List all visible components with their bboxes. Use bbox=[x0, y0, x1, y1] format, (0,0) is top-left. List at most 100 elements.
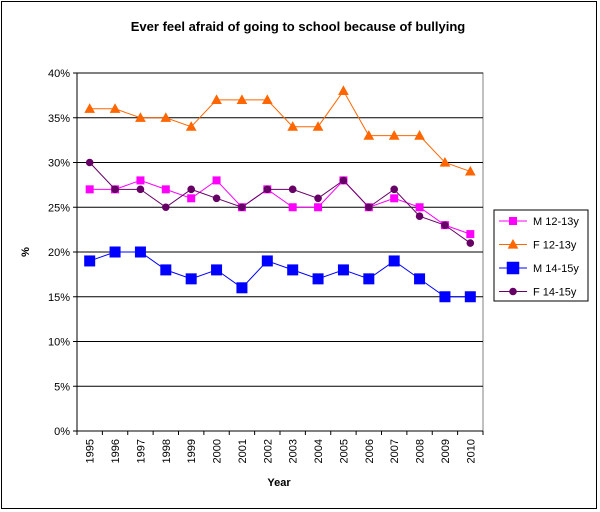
data-point bbox=[111, 185, 119, 194]
data-point bbox=[314, 203, 323, 212]
x-tick-label: 2005 bbox=[338, 439, 350, 463]
data-point bbox=[414, 273, 426, 285]
legend-marker bbox=[509, 287, 517, 296]
x-tick-label: 2008 bbox=[415, 439, 427, 463]
series-f-14-15y bbox=[85, 158, 475, 247]
data-point bbox=[187, 185, 195, 194]
series-line bbox=[89, 89, 471, 172]
data-point bbox=[263, 185, 272, 194]
data-point bbox=[288, 203, 297, 212]
data-point bbox=[464, 291, 476, 303]
data-point bbox=[161, 185, 170, 194]
data-point bbox=[162, 203, 170, 212]
data-point bbox=[363, 273, 375, 285]
data-point bbox=[288, 185, 297, 194]
data-point bbox=[390, 185, 398, 194]
data-point bbox=[287, 121, 299, 131]
data-point bbox=[136, 185, 145, 194]
legend-label: F 14-15y bbox=[533, 287, 577, 299]
legend-marker bbox=[506, 261, 520, 275]
y-tick-label: 0% bbox=[54, 426, 70, 438]
data-point bbox=[439, 291, 451, 303]
legend-marker bbox=[507, 238, 519, 249]
y-tick-label: 10% bbox=[48, 337, 70, 349]
x-tick-label: 2010 bbox=[465, 439, 477, 463]
x-tick-label: 2004 bbox=[313, 439, 325, 463]
data-point bbox=[466, 239, 475, 247]
y-tick-label: 15% bbox=[48, 292, 70, 304]
data-point bbox=[287, 264, 299, 276]
data-point bbox=[261, 255, 273, 267]
data-point bbox=[464, 165, 476, 176]
y-tick-label: 30% bbox=[48, 158, 70, 170]
y-tick-label: 35% bbox=[48, 113, 70, 125]
data-point bbox=[136, 176, 145, 185]
x-tick-label: 1997 bbox=[135, 439, 147, 463]
data-point bbox=[261, 94, 273, 104]
series-line bbox=[89, 162, 471, 244]
data-point bbox=[236, 94, 248, 104]
data-point bbox=[365, 203, 373, 212]
series-group bbox=[84, 85, 476, 303]
data-point bbox=[238, 203, 246, 212]
legend: M 12-13y F 12-13y M 14-15y F 14-15y bbox=[493, 209, 589, 302]
data-point bbox=[363, 130, 375, 140]
data-point bbox=[185, 273, 197, 285]
x-tick-label: 2000 bbox=[212, 439, 224, 463]
data-point bbox=[85, 185, 94, 194]
data-point bbox=[85, 158, 94, 167]
data-point bbox=[415, 212, 424, 220]
data-point bbox=[212, 194, 221, 203]
y-tick-label: 25% bbox=[48, 202, 70, 214]
y-tick-label: 40% bbox=[48, 68, 70, 80]
x-tick-label: 1995 bbox=[85, 439, 97, 463]
x-axis-label: Year bbox=[267, 477, 291, 489]
data-point bbox=[160, 112, 172, 122]
y-tick-label: 5% bbox=[54, 381, 70, 393]
data-point bbox=[339, 176, 348, 185]
data-point bbox=[84, 103, 96, 113]
data-point bbox=[415, 203, 424, 212]
x-tick-label: 1999 bbox=[186, 439, 198, 463]
data-point bbox=[187, 194, 196, 203]
x-tick-label: 2003 bbox=[288, 439, 300, 463]
legend-marker bbox=[509, 217, 517, 225]
data-point bbox=[388, 255, 400, 267]
legend-box bbox=[493, 209, 589, 302]
series-f-12-13y bbox=[84, 85, 476, 176]
legend-item: F 14-15y bbox=[499, 287, 577, 299]
legend-label: M 12-13y bbox=[533, 216, 579, 228]
data-point bbox=[236, 282, 248, 294]
legend-item: M 14-15y bbox=[499, 261, 579, 275]
x-tick-label: 1996 bbox=[110, 439, 122, 463]
x-tick-label: 2009 bbox=[440, 439, 452, 463]
data-point bbox=[109, 103, 121, 113]
data-point bbox=[390, 194, 399, 203]
data-point bbox=[109, 246, 121, 258]
data-point bbox=[337, 264, 349, 276]
data-point bbox=[312, 121, 324, 131]
series-m-14-15y bbox=[84, 246, 476, 303]
x-tick-label: 1998 bbox=[161, 439, 173, 463]
data-point bbox=[388, 130, 400, 140]
data-point bbox=[212, 176, 221, 185]
data-point bbox=[185, 121, 197, 131]
data-point bbox=[211, 94, 222, 104]
x-tick-label: 2006 bbox=[364, 439, 376, 463]
data-point bbox=[439, 156, 451, 167]
x-tick-label: 2001 bbox=[237, 439, 249, 463]
data-point bbox=[312, 273, 324, 285]
legend-item: M 12-13y bbox=[499, 216, 579, 228]
data-point bbox=[466, 230, 475, 239]
legend-item: F 12-13y bbox=[499, 238, 577, 252]
chart-title: Ever feel afraid of going to school beca… bbox=[131, 19, 465, 34]
axes: 0% 5% 10% 15% 20% 25% 30% 35% 40% 1995 1996 1997 199… bbox=[48, 68, 484, 463]
data-point bbox=[414, 130, 425, 140]
x-tick-label: 2007 bbox=[389, 439, 401, 463]
series-line bbox=[89, 251, 471, 298]
data-point bbox=[134, 246, 146, 258]
data-point bbox=[160, 264, 172, 276]
x-tick-label: 2002 bbox=[262, 439, 274, 463]
y-tick-label: 20% bbox=[48, 247, 70, 259]
